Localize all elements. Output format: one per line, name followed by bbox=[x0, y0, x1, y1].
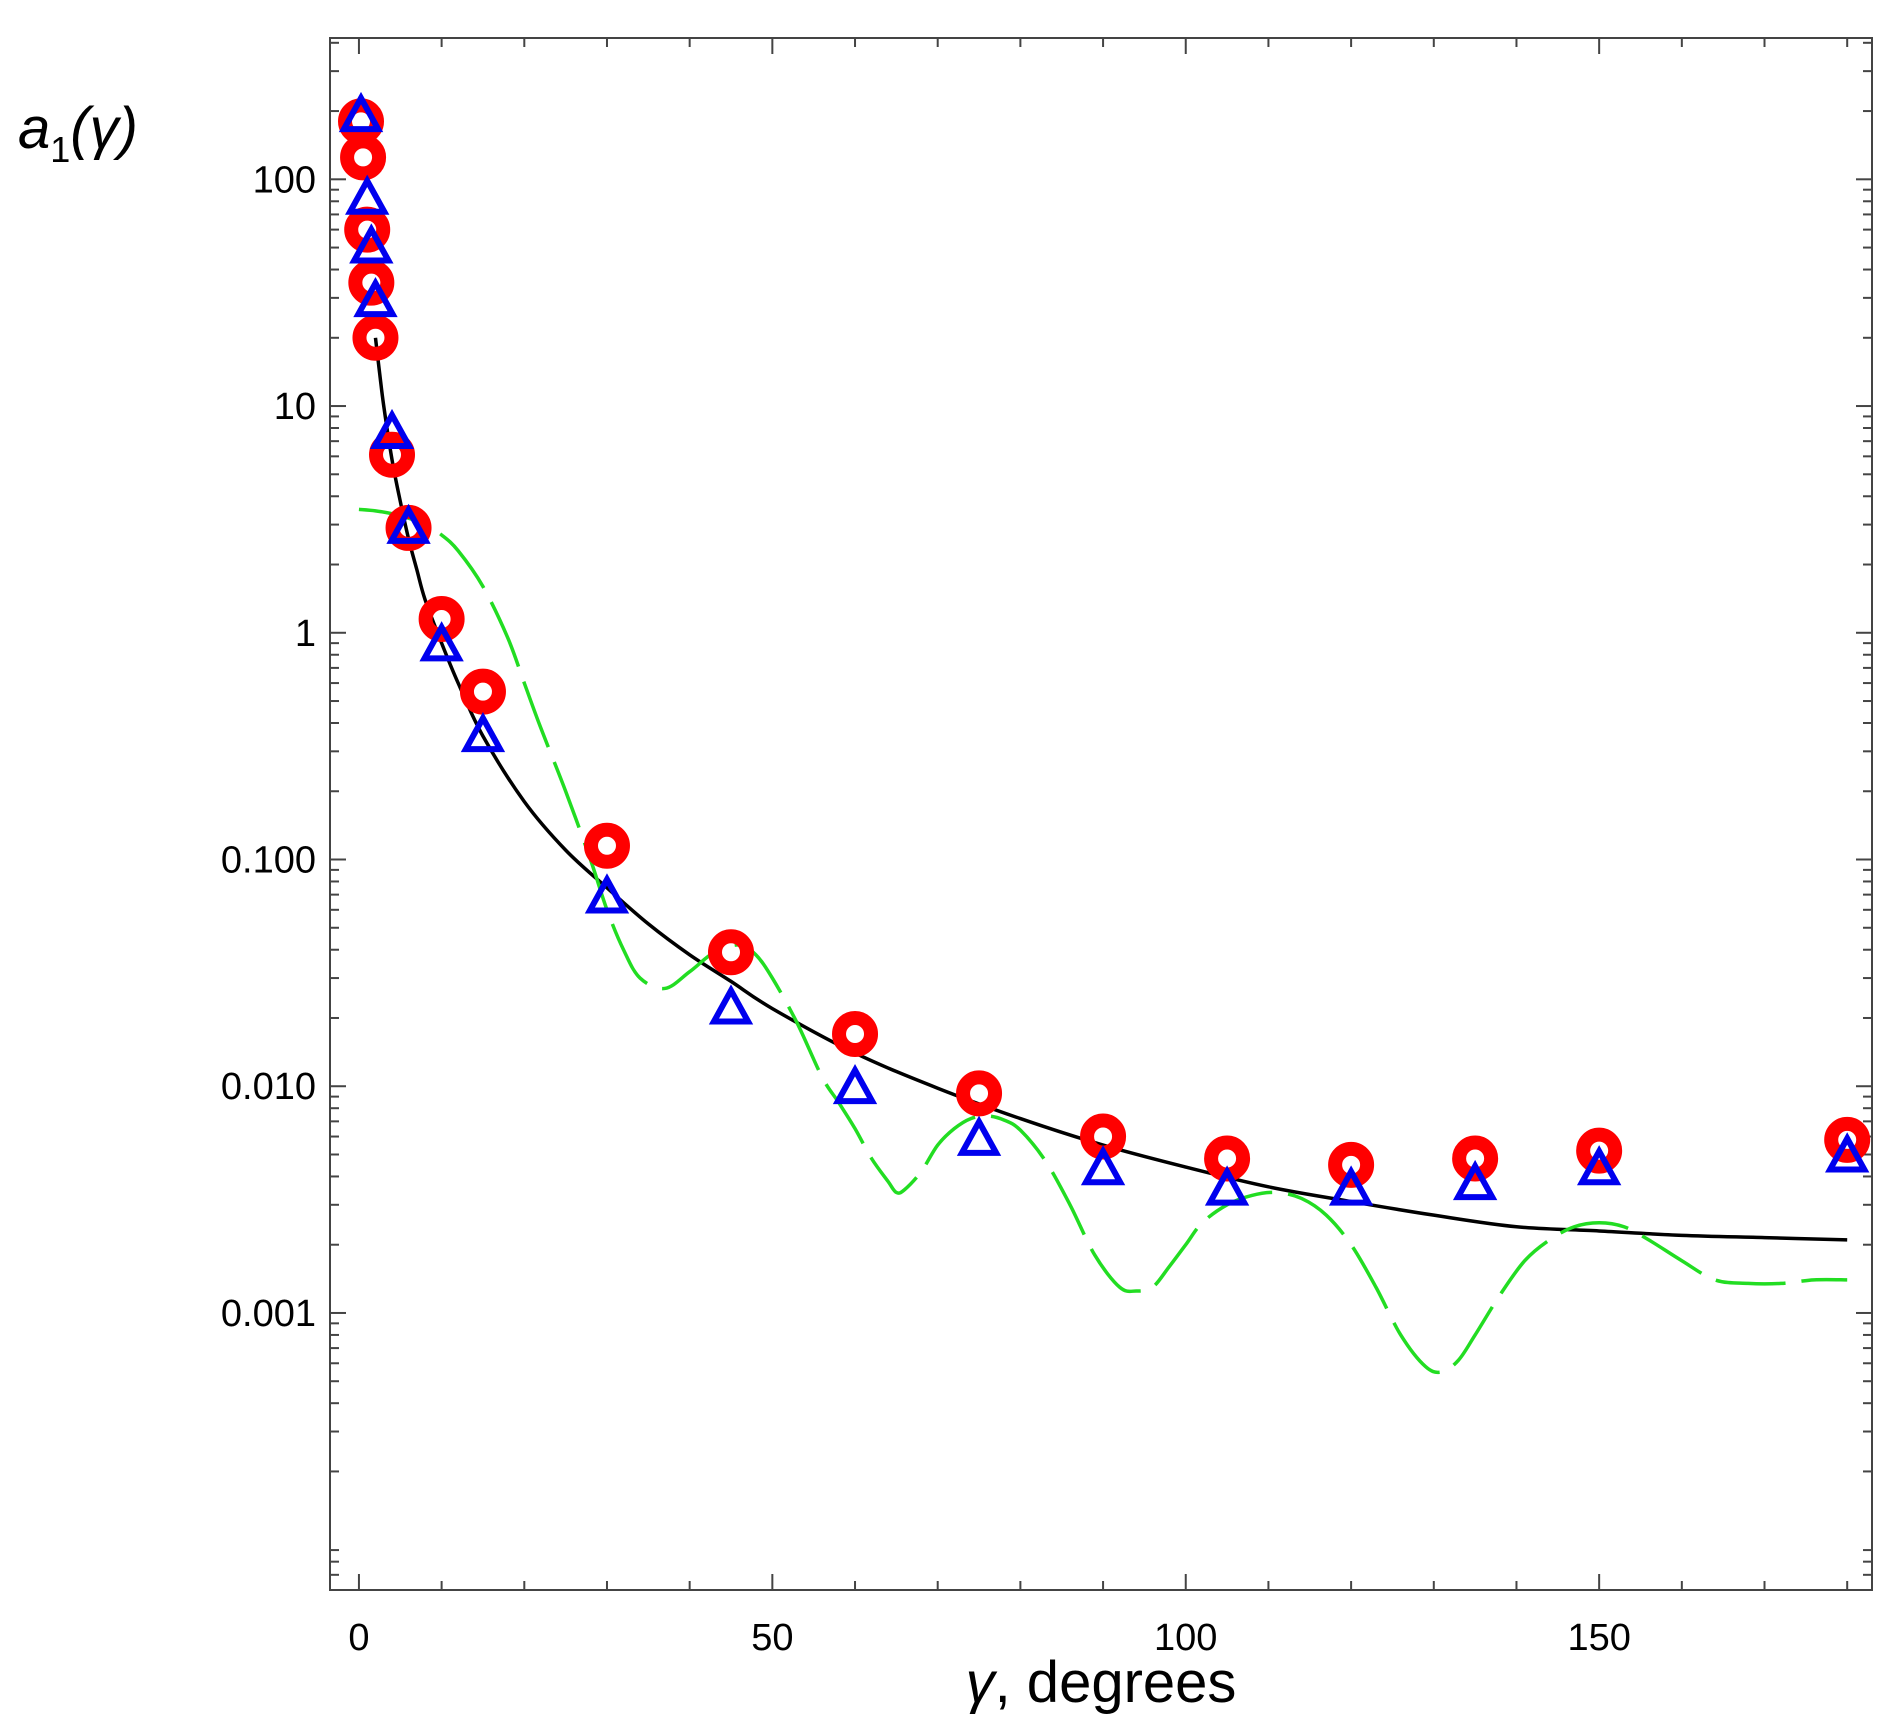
triangle-marker bbox=[1576, 1145, 1622, 1186]
x-axis-label-text: , degrees bbox=[995, 1650, 1237, 1715]
triangle-marker bbox=[369, 408, 415, 450]
y-tick-label: 0.010 bbox=[221, 1066, 316, 1108]
triangle-marker bbox=[956, 1115, 1002, 1156]
circle-marker bbox=[956, 1070, 1003, 1117]
plot-frame bbox=[329, 37, 1873, 1591]
circle-marker bbox=[708, 929, 755, 976]
triangle-marker bbox=[345, 174, 390, 215]
triangle-marker bbox=[832, 1064, 878, 1105]
circle-marker bbox=[348, 259, 395, 306]
triangle-marker bbox=[1825, 1132, 1870, 1173]
circle-marker bbox=[459, 668, 506, 715]
y-tick-label: 100 bbox=[253, 159, 316, 201]
circle-marker bbox=[832, 1010, 879, 1057]
x-axis-label-symbol: γ bbox=[966, 1650, 998, 1715]
circle-marker bbox=[1452, 1135, 1499, 1182]
x-tick-label: 100 bbox=[1154, 1617, 1217, 1659]
circle-marker bbox=[1576, 1127, 1623, 1174]
triangle-marker bbox=[708, 984, 754, 1025]
series-lines bbox=[358, 337, 1848, 1375]
y-axis-label: a1(γ) bbox=[18, 96, 138, 170]
circle-marker bbox=[369, 431, 416, 478]
y-tick-label: 10 bbox=[274, 386, 316, 428]
triangle-marker bbox=[386, 503, 431, 544]
x-tick-label: 150 bbox=[1567, 1617, 1630, 1659]
circle-marker bbox=[583, 822, 630, 869]
circle-marker bbox=[352, 314, 399, 361]
triangle-marker bbox=[1204, 1165, 1250, 1206]
y-tick-label: 1 bbox=[295, 613, 316, 655]
circle-marker bbox=[418, 596, 465, 643]
triangle-marker bbox=[349, 223, 394, 264]
triangle-marker bbox=[460, 711, 506, 753]
axis-ticks bbox=[330, 38, 1872, 1591]
y-tick-label: 0.100 bbox=[221, 840, 316, 882]
circle-marker bbox=[340, 134, 387, 181]
tick-labels: 0 50 100 150 100 10 1 0.100 0.010 0.001 bbox=[221, 159, 1631, 1659]
y-tick-label: 0.001 bbox=[221, 1293, 316, 1335]
solid-curve bbox=[373, 337, 1848, 1242]
x-axis-label: γ, degrees bbox=[966, 1650, 1237, 1715]
triangle-marker bbox=[584, 873, 630, 914]
y-axis-label-base: a bbox=[18, 96, 50, 161]
circle-marker bbox=[1328, 1141, 1375, 1188]
triangle-marker bbox=[419, 621, 464, 662]
x-tick-label: 0 bbox=[348, 1617, 369, 1659]
triangle-marker bbox=[338, 91, 384, 133]
data-markers bbox=[338, 91, 1871, 1206]
triangle-marker bbox=[1328, 1165, 1374, 1206]
triangle-marker bbox=[1452, 1159, 1498, 1201]
y-axis-label-argument: (γ) bbox=[70, 96, 138, 161]
y-axis-label-subscript: 1 bbox=[50, 129, 70, 170]
triangle-marker bbox=[353, 276, 398, 318]
triangle-marker bbox=[1080, 1145, 1126, 1186]
x-tick-label: 50 bbox=[751, 1617, 793, 1659]
dashed-curve bbox=[358, 507, 1848, 1375]
circle-marker bbox=[1824, 1116, 1871, 1163]
